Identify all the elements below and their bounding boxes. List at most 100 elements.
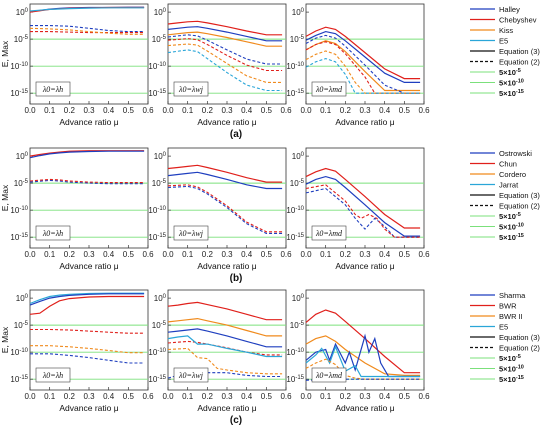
y-tick-label: 10-5 — [14, 179, 29, 188]
condition-label: λ0=λmd — [315, 85, 343, 94]
x-axis-label: Advance ratio μ — [59, 403, 118, 413]
x-tick-label: 0.0 — [300, 106, 312, 115]
condition-label: λ0=λh — [42, 371, 63, 380]
y-tick-label: 100 — [292, 8, 305, 17]
x-tick-label: 0.2 — [202, 106, 214, 115]
condition-label: λ0=λwj — [178, 371, 204, 380]
y-tick-label: 100 — [16, 152, 29, 161]
y-tick-label: 10-10 — [286, 206, 304, 215]
series-line — [29, 293, 145, 306]
panel-a-3: 0.0 0.1 0.2 0.3 0.4 0.5 0.6 100 10-5 10-10 10-15 λ0… — [286, 3, 430, 127]
series-line — [167, 20, 283, 36]
panel-a-1: 0.0 0.1 0.2 0.3 0.4 0.5 0.6 100 10-5 10-10 10-15 λ0… — [10, 3, 154, 127]
legend-label: E5 — [499, 37, 508, 46]
legend-label: 5×10-5 — [499, 68, 521, 77]
series-line — [305, 335, 421, 376]
series-line — [29, 178, 145, 184]
condition-label: λ0=λmd — [315, 371, 343, 380]
x-axis-label: Advance ratio μ — [59, 261, 118, 271]
series-line — [305, 58, 421, 94]
x-tick-label: 0.6 — [418, 250, 430, 259]
legend-label: Chebyshev — [499, 16, 537, 25]
series-line — [167, 164, 283, 183]
x-tick-label: 0.6 — [280, 106, 292, 115]
series-line — [305, 184, 421, 238]
x-tick-label: 0.3 — [359, 106, 371, 115]
y-tick-label: 100 — [292, 294, 305, 303]
series-line — [305, 30, 421, 84]
y-tick-label: 100 — [16, 294, 29, 303]
legend-label: Sharma — [499, 291, 526, 300]
x-tick-label: 0.3 — [221, 392, 233, 401]
legend-label: Equation (3) — [499, 47, 540, 56]
x-tick-label: 0.6 — [142, 250, 154, 259]
legend-label: 5×10-15 — [499, 375, 524, 384]
series-line — [167, 49, 283, 92]
legend-label: Cordero — [499, 170, 526, 179]
condition-label: λ0=λwj — [178, 85, 204, 94]
legend-label: 5×10-15 — [499, 89, 524, 98]
y-tick-label: 10-15 — [148, 233, 166, 242]
x-axis-label: Advance ratio μ — [59, 117, 118, 127]
x-tick-label: 0.2 — [340, 392, 352, 401]
x-tick-label: 0.4 — [379, 392, 391, 401]
series-line — [167, 31, 283, 47]
x-tick-label: 0.1 — [320, 106, 332, 115]
x-tick-label: 0.4 — [241, 106, 253, 115]
x-tick-label: 0.2 — [340, 106, 352, 115]
y-tick-label: 10-5 — [152, 179, 167, 188]
condition-label: λ0=λh — [42, 229, 63, 238]
x-tick-label: 0.0 — [162, 392, 174, 401]
y-tick-label: 10-15 — [148, 89, 166, 98]
row-label: (c) — [230, 415, 242, 426]
panel-b-1: 0.0 0.1 0.2 0.3 0.4 0.5 0.6 100 10-5 10-10 10-15 λ0… — [10, 147, 154, 271]
x-tick-label: 0.5 — [261, 392, 273, 401]
series-line — [167, 43, 283, 83]
y-tick-label: 10-15 — [148, 375, 166, 384]
x-tick-label: 0.3 — [359, 250, 371, 259]
row-label: (b) — [230, 273, 243, 284]
series-line — [167, 301, 283, 321]
x-tick-label: 0.6 — [280, 250, 292, 259]
y-tick-label: 10-5 — [14, 35, 29, 44]
condition-label: λ0=λwj — [178, 229, 204, 238]
x-tick-label: 0.1 — [320, 392, 332, 401]
y-tick-label: 10-10 — [10, 62, 28, 71]
condition-box — [35, 225, 71, 241]
legend-label: BWR — [499, 302, 517, 311]
legend-label: Halley — [499, 5, 520, 14]
x-tick-label: 0.5 — [261, 106, 273, 115]
x-axis-label: Advance ratio μ — [335, 261, 394, 271]
series-line — [305, 50, 421, 94]
y-tick-label: 10-15 — [286, 233, 304, 242]
x-tick-label: 0.5 — [123, 392, 135, 401]
x-tick-label: 0.3 — [359, 392, 371, 401]
panel-a-2: 0.0 0.1 0.2 0.3 0.4 0.5 0.6 100 10-5 10-10 10-15 λ0… — [148, 3, 292, 127]
x-tick-label: 0.1 — [44, 392, 56, 401]
y-tick-label: 10-15 — [10, 89, 28, 98]
series-line — [29, 295, 145, 315]
x-tick-label: 0.2 — [202, 250, 214, 259]
series-line — [167, 335, 283, 358]
panel-b-3: 0.0 0.1 0.2 0.3 0.4 0.5 0.6 100 10-5 10-10 10-15 λ0… — [286, 147, 430, 271]
x-tick-label: 0.6 — [142, 106, 154, 115]
condition-box — [35, 81, 71, 97]
y-tick-label: 10-10 — [286, 62, 304, 71]
row-label: (a) — [230, 129, 242, 140]
legend-label: 5×10-15 — [499, 233, 524, 242]
series-line — [167, 347, 283, 375]
x-tick-label: 0.2 — [64, 392, 76, 401]
y-tick-label: 100 — [292, 152, 305, 161]
series-line — [305, 333, 421, 378]
legend-label: 5×10-10 — [499, 223, 524, 232]
y-tick-label: 10-10 — [10, 348, 28, 357]
x-tick-label: 0.2 — [202, 392, 214, 401]
x-tick-label: 0.4 — [103, 392, 115, 401]
series-line — [167, 317, 283, 337]
x-tick-label: 0.2 — [64, 250, 76, 259]
y-tick-label: 10-5 — [290, 321, 305, 330]
series-line — [167, 184, 283, 233]
